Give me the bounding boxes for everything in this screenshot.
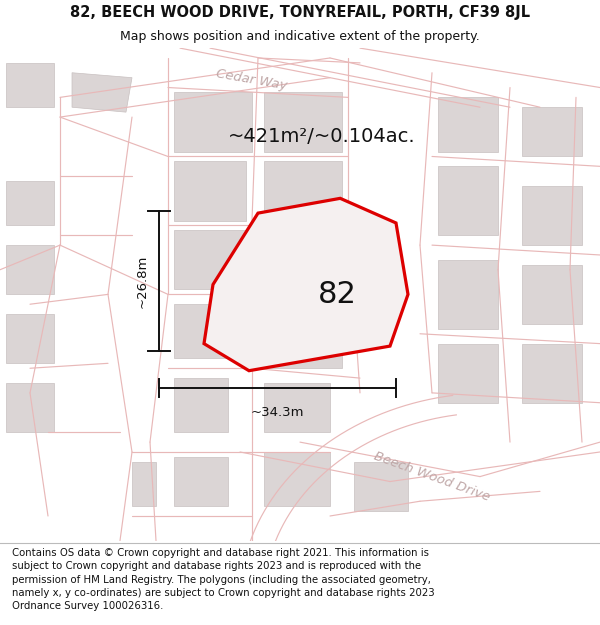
Polygon shape <box>174 161 246 221</box>
Polygon shape <box>354 462 408 511</box>
Polygon shape <box>6 383 54 432</box>
Text: Beech Wood Drive: Beech Wood Drive <box>372 449 492 504</box>
Polygon shape <box>174 378 228 432</box>
Polygon shape <box>522 265 582 324</box>
Text: 82, BEECH WOOD DRIVE, TONYREFAIL, PORTH, CF39 8JL: 82, BEECH WOOD DRIVE, TONYREFAIL, PORTH,… <box>70 6 530 21</box>
Text: 82: 82 <box>318 279 357 309</box>
Polygon shape <box>264 161 342 221</box>
Polygon shape <box>264 452 330 506</box>
Polygon shape <box>264 231 342 289</box>
Text: Contains OS data © Crown copyright and database right 2021. This information is
: Contains OS data © Crown copyright and d… <box>12 548 434 611</box>
Polygon shape <box>6 245 54 294</box>
Text: ~26.8m: ~26.8m <box>136 254 149 308</box>
Polygon shape <box>174 457 228 506</box>
Text: Map shows position and indicative extent of the property.: Map shows position and indicative extent… <box>120 30 480 43</box>
Polygon shape <box>522 107 582 156</box>
Polygon shape <box>522 186 582 245</box>
Polygon shape <box>522 344 582 402</box>
Polygon shape <box>264 383 330 432</box>
Polygon shape <box>264 92 342 151</box>
Polygon shape <box>72 72 132 112</box>
Polygon shape <box>6 63 54 108</box>
Polygon shape <box>6 181 54 226</box>
Text: Cedar Way: Cedar Way <box>215 68 289 92</box>
Polygon shape <box>6 314 54 363</box>
Polygon shape <box>438 344 498 402</box>
Text: ~421m²/~0.104ac.: ~421m²/~0.104ac. <box>228 127 416 146</box>
Polygon shape <box>204 198 408 371</box>
Polygon shape <box>174 304 246 358</box>
Polygon shape <box>174 92 252 151</box>
Polygon shape <box>174 231 246 289</box>
Polygon shape <box>438 260 498 329</box>
Polygon shape <box>438 98 498 151</box>
Text: ~34.3m: ~34.3m <box>251 406 304 419</box>
Polygon shape <box>438 166 498 235</box>
Polygon shape <box>132 462 156 506</box>
Polygon shape <box>264 304 342 368</box>
